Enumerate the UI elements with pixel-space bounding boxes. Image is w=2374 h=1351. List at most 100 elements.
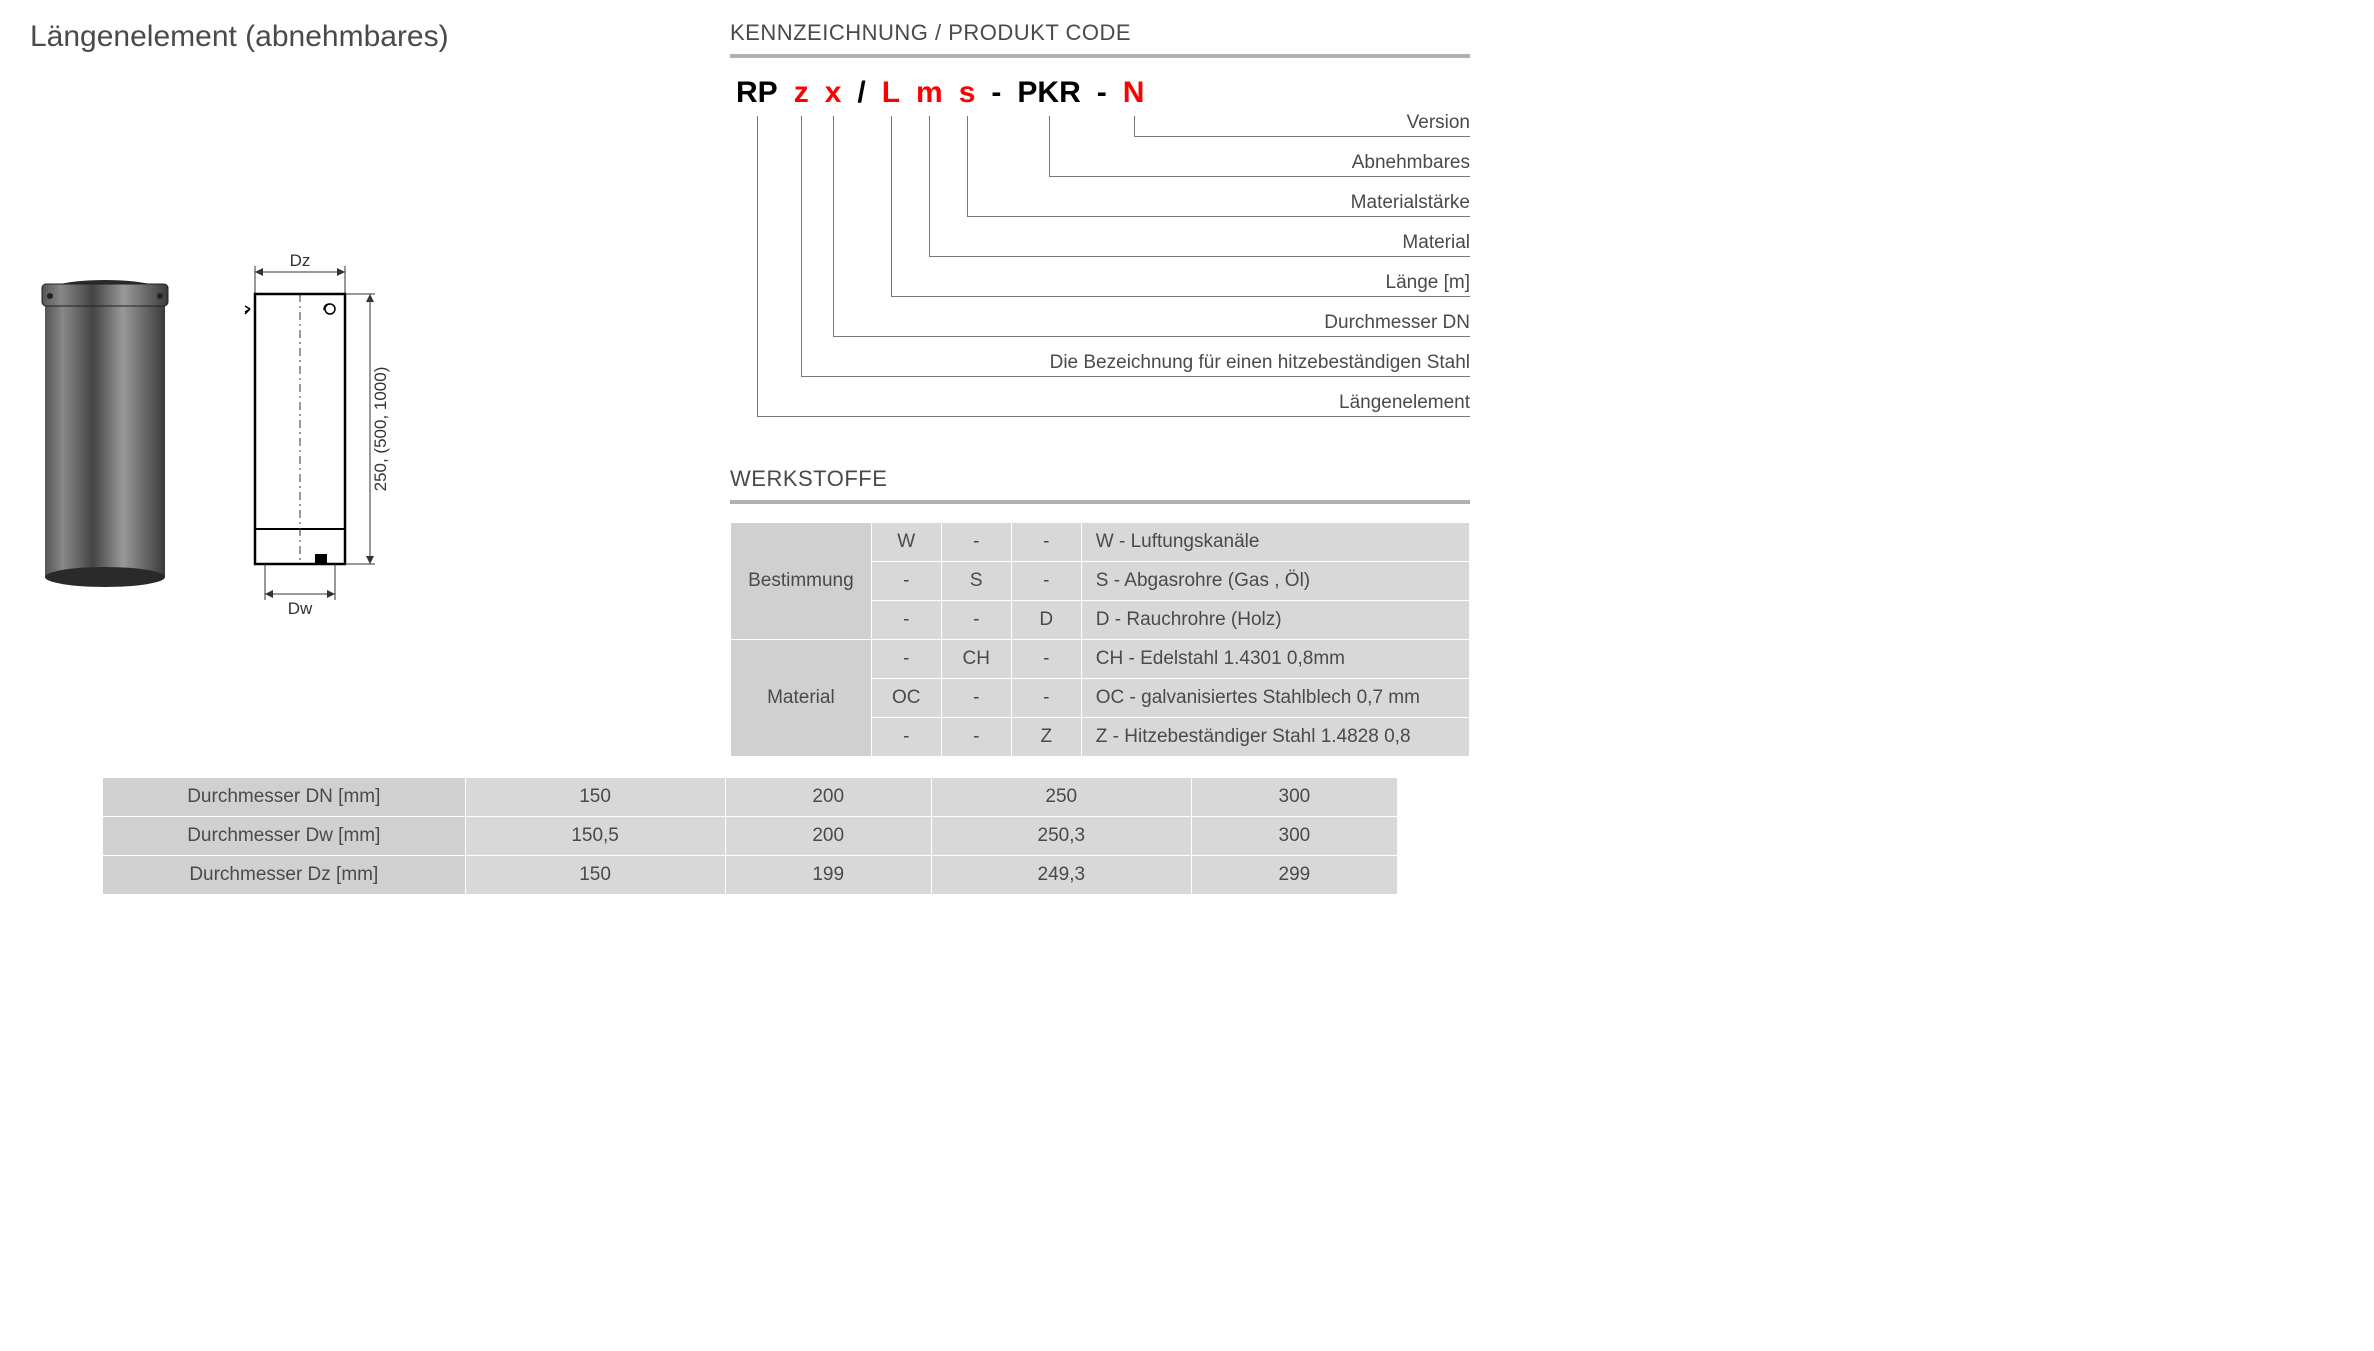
cell: D xyxy=(1011,601,1081,640)
lead-vertical xyxy=(891,116,892,296)
code-label: Die Bezeichnung für einen hitzebeständig… xyxy=(1050,352,1470,374)
cell: Z xyxy=(1011,718,1081,757)
cell: 150 xyxy=(465,856,725,895)
desc-cell: W - Luftungskanäle xyxy=(1081,523,1469,562)
cell: - xyxy=(1011,523,1081,562)
cell: 300 xyxy=(1191,817,1397,856)
table-row: BestimmungW--W - Luftungskanäle xyxy=(731,523,1470,562)
code-label: Material xyxy=(1402,232,1470,254)
top-row: Längenelement (abnehmbares) xyxy=(30,20,1470,757)
code-part-3: / xyxy=(851,76,871,110)
lead-horizontal xyxy=(757,416,1470,417)
technical-drawing: Dz xyxy=(220,254,420,614)
code-label: Abnehmbares xyxy=(1352,152,1470,174)
cell: 200 xyxy=(725,778,931,817)
height-label: 250, (500, 1000) xyxy=(371,367,390,492)
cell: - xyxy=(871,640,941,679)
left-column: Längenelement (abnehmbares) xyxy=(30,20,690,757)
cell: CH xyxy=(941,640,1011,679)
rule xyxy=(730,500,1470,504)
code-label: Materialstärke xyxy=(1351,192,1470,214)
code-part-7: - xyxy=(985,76,1007,110)
code-part-1: z xyxy=(788,76,815,110)
right-column: KENNZEICHNUNG / PRODUKT CODE RPzx/Lms-PK… xyxy=(730,20,1470,757)
cell: 150,5 xyxy=(465,817,725,856)
code-part-4: L xyxy=(876,76,906,110)
code-part-0: RP xyxy=(730,76,784,110)
cell: - xyxy=(1011,679,1081,718)
cell: - xyxy=(1011,562,1081,601)
lead-horizontal xyxy=(801,376,1470,377)
lead-horizontal xyxy=(1134,136,1470,137)
cell: - xyxy=(1011,640,1081,679)
lead-horizontal xyxy=(967,216,1470,217)
table-row: Durchmesser Dw [mm]150,5200250,3300 xyxy=(103,817,1398,856)
table-row: Durchmesser DN [mm]150200250300 xyxy=(103,778,1398,817)
code-diagram: VersionAbnehmbaresMaterialstärkeMaterial… xyxy=(730,116,1470,446)
dz-label: Dz xyxy=(290,254,311,270)
page: Längenelement (abnehmbares) xyxy=(30,20,1470,895)
cell: - xyxy=(871,562,941,601)
row-header: Bestimmung xyxy=(731,523,872,640)
lead-vertical xyxy=(1134,116,1135,136)
page-title: Längenelement (abnehmbares) xyxy=(30,20,690,54)
cell: 299 xyxy=(1191,856,1397,895)
lead-vertical xyxy=(833,116,834,336)
cell: - xyxy=(941,523,1011,562)
lead-horizontal xyxy=(929,256,1470,257)
lead-vertical xyxy=(757,116,758,416)
dw-label: Dw xyxy=(288,599,313,618)
cell: 150 xyxy=(465,778,725,817)
table-row: Durchmesser Dz [mm]150199249,3299 xyxy=(103,856,1398,895)
lead-horizontal xyxy=(833,336,1470,337)
cell: 249,3 xyxy=(931,856,1191,895)
cell: S xyxy=(941,562,1011,601)
lead-vertical xyxy=(967,116,968,216)
code-part-6: s xyxy=(953,76,982,110)
dimensions-table: Durchmesser DN [mm]150200250300Durchmess… xyxy=(102,777,1398,895)
lead-vertical xyxy=(801,116,802,376)
cell: W xyxy=(871,523,941,562)
lead-horizontal xyxy=(1049,176,1470,177)
code-part-5: m xyxy=(910,76,949,110)
desc-cell: CH - Edelstahl 1.4301 0,8mm xyxy=(1081,640,1469,679)
code-part-2: x xyxy=(819,76,848,110)
drawings: Dz xyxy=(30,254,690,614)
code-heading: KENNZEICHNUNG / PRODUKT CODE xyxy=(730,20,1470,46)
row-header: Durchmesser Dw [mm] xyxy=(103,817,466,856)
row-header: Material xyxy=(731,640,872,757)
cell: OC xyxy=(871,679,941,718)
cell: 300 xyxy=(1191,778,1397,817)
code-part-8: PKR xyxy=(1011,76,1086,110)
desc-cell: OC - galvanisiertes Stahlblech 0,7 mm xyxy=(1081,679,1469,718)
table-row: Material-CH-CH - Edelstahl 1.4301 0,8mm xyxy=(731,640,1470,679)
cell: 199 xyxy=(725,856,931,895)
code-label: Version xyxy=(1407,112,1470,134)
cell: - xyxy=(941,601,1011,640)
code-part-10: N xyxy=(1117,76,1151,110)
code-part-9: - xyxy=(1091,76,1113,110)
product-photo xyxy=(30,274,180,594)
materials-table: BestimmungW--W - Luftungskanäle-S-S - Ab… xyxy=(730,522,1470,757)
cell: - xyxy=(941,718,1011,757)
materials-heading: WERKSTOFFE xyxy=(730,466,1470,492)
cell: 250,3 xyxy=(931,817,1191,856)
cell: 200 xyxy=(725,817,931,856)
cell: - xyxy=(871,601,941,640)
row-header: Durchmesser DN [mm] xyxy=(103,778,466,817)
row-header: Durchmesser Dz [mm] xyxy=(103,856,466,895)
code-label: Längenelement xyxy=(1339,392,1470,414)
product-code: RPzx/Lms-PKR-N xyxy=(730,76,1470,110)
cell: 250 xyxy=(931,778,1191,817)
code-label: Durchmesser DN xyxy=(1324,312,1470,334)
code-label: Länge [m] xyxy=(1386,272,1471,294)
lead-vertical xyxy=(1049,116,1050,176)
cell: - xyxy=(941,679,1011,718)
lead-horizontal xyxy=(891,296,1470,297)
lead-vertical xyxy=(929,116,930,256)
cell: - xyxy=(871,718,941,757)
desc-cell: S - Abgasrohre (Gas , Öl) xyxy=(1081,562,1469,601)
desc-cell: D - Rauchrohre (Holz) xyxy=(1081,601,1469,640)
desc-cell: Z - Hitzebeständiger Stahl 1.4828 0,8 xyxy=(1081,718,1469,757)
rule xyxy=(730,54,1470,58)
